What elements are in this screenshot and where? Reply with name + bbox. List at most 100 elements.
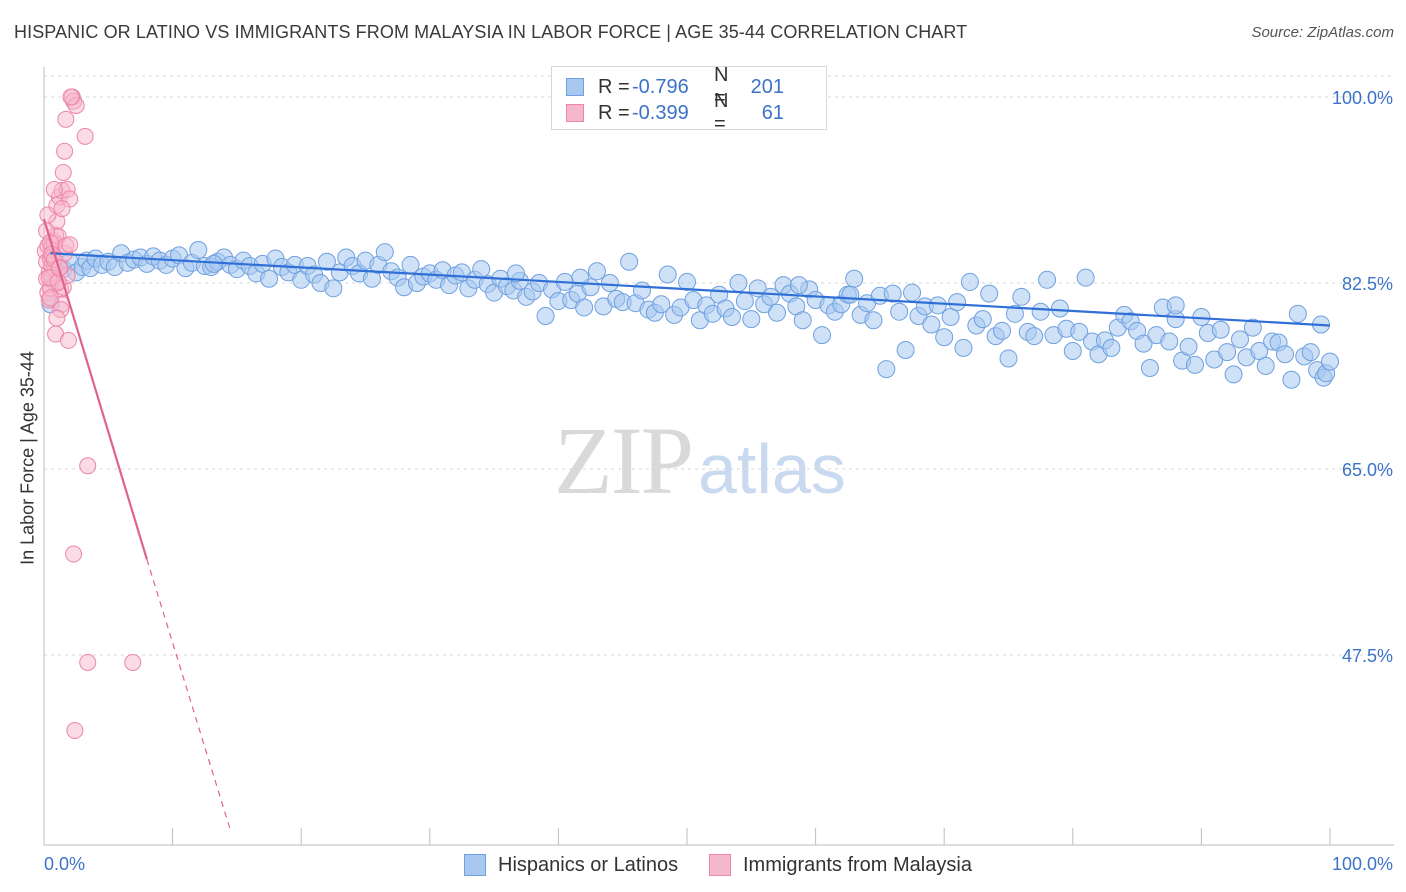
data-point-hispanic [1025,327,1044,346]
data-point-hispanic [375,243,394,262]
data-point-hispanic [652,295,671,314]
legend-item-malaysia[interactable]: Immigrants from Malaysia [709,853,972,877]
data-point-malaysia [65,545,83,563]
data-point-malaysia [79,653,97,671]
legend-n-value: 201 [750,75,784,98]
data-point-hispanic [1005,304,1024,323]
data-point-hispanic [813,326,832,345]
x-tick-label: 100.0% [1332,854,1393,874]
data-point-hispanic [941,308,960,327]
data-point-hispanic [789,276,808,295]
data-point-hispanic [1102,338,1121,357]
data-point-hispanic [841,285,860,304]
data-point-hispanic [1321,352,1339,371]
data-point-hispanic [723,308,742,327]
data-point-hispanic [761,287,780,306]
data-point-malaysia [41,289,59,307]
legend-r-label: R = [598,101,630,124]
data-point-hispanic [678,272,696,291]
data-point-malaysia [76,127,94,145]
data-point-hispanic [948,293,967,312]
legend-r-value: -0.796 [632,75,689,98]
data-point-hispanic [1050,299,1069,318]
legend-row-hispanic: R = -0.796 N = 201 [566,64,784,109]
data-point-hispanic [935,328,954,347]
legend-r-label: R = [598,75,630,98]
y-tick-label: 47.5% [1342,646,1393,666]
data-point-hispanic [960,272,979,291]
data-point-hispanic [1185,355,1204,374]
data-point-hispanic [954,338,973,357]
data-point-hispanic [1160,332,1179,351]
data-point-hispanic [620,252,639,271]
data-point-hispanic [883,284,902,303]
data-point-hispanic [1230,330,1249,349]
data-point-hispanic [1038,270,1057,289]
data-point-malaysia [48,309,66,327]
data-point-hispanic [1031,302,1050,321]
data-point-hispanic [729,274,748,292]
data-point-hispanic [845,269,864,288]
data-point-hispanic [1211,320,1230,339]
data-point-hispanic [1243,318,1262,337]
data-point-hispanic [1224,365,1243,384]
data-point-malaysia [61,236,79,254]
data-point-hispanic [980,284,999,303]
legend-n-label: N = [714,90,729,135]
data-point-hispanic [1301,343,1320,362]
data-point-hispanic [793,311,812,330]
data-point-hispanic [1179,337,1198,356]
data-point-hispanic [742,310,761,329]
correlation-legend: R = -0.796 N = 201 R = -0.399 N = 61 [551,64,827,135]
legend-label-malaysia: Immigrants from Malaysia [743,853,972,876]
data-point-malaysia [56,142,74,160]
y-tick-label: 82.5% [1342,274,1393,294]
data-point-malaysia [66,721,84,739]
data-point-hispanic [864,311,883,330]
data-point-hispanic [922,315,941,334]
legend-swatch-blue [464,854,486,876]
data-point-hispanic [587,262,606,281]
data-point-hispanic [1218,343,1237,362]
data-point-hispanic [903,283,922,302]
x-tick-label: 0.0% [44,854,85,874]
legend-row-malaysia: R = -0.399 N = 61 [566,90,784,135]
source-label: Source: ZipAtlas.com [1251,24,1394,41]
chart-title: HISPANIC OR LATINO VS IMMIGRANTS FROM MA… [14,22,968,42]
data-point-hispanic [735,292,754,311]
data-point-malaysia [59,331,77,349]
data-point-hispanic [1282,370,1301,389]
data-point-malaysia [53,200,71,218]
data-point-hispanic [658,265,677,284]
data-point-hispanic [1166,296,1185,315]
data-point-hispanic [1070,322,1089,341]
data-point-hispanic [324,279,343,298]
legend-r-value: -0.399 [632,101,689,124]
data-point-hispanic [1288,304,1307,323]
data-point-hispanic [1256,356,1275,375]
data-point-malaysia [57,110,75,128]
data-point-hispanic [768,303,787,322]
data-point-hispanic [1134,334,1153,353]
data-point-hispanic [1012,287,1031,306]
data-point-hispanic [536,306,555,325]
data-point-hispanic [317,252,336,271]
data-point-hispanic [999,349,1018,368]
legend-item-hispanic[interactable]: Hispanics or Latinos [464,853,678,877]
legend-swatch-blue [566,78,584,96]
data-point-hispanic [1275,345,1294,364]
data-point-hispanic [877,360,896,379]
data-point-hispanic [506,264,525,283]
series-legend: Hispanics or Latinos Immigrants from Mal… [0,853,1406,877]
data-point-hispanic [575,298,594,317]
data-point-hispanic [1140,359,1159,378]
data-point-hispanic [896,340,915,359]
data-point-malaysia [124,653,142,671]
legend-n-value: 61 [761,101,784,124]
legend-swatch-pink [566,104,584,122]
data-point-hispanic [189,241,208,260]
legend-label-hispanic: Hispanics or Latinos [498,853,679,876]
data-point-hispanic [1076,268,1095,287]
data-point-hispanic [928,296,947,315]
